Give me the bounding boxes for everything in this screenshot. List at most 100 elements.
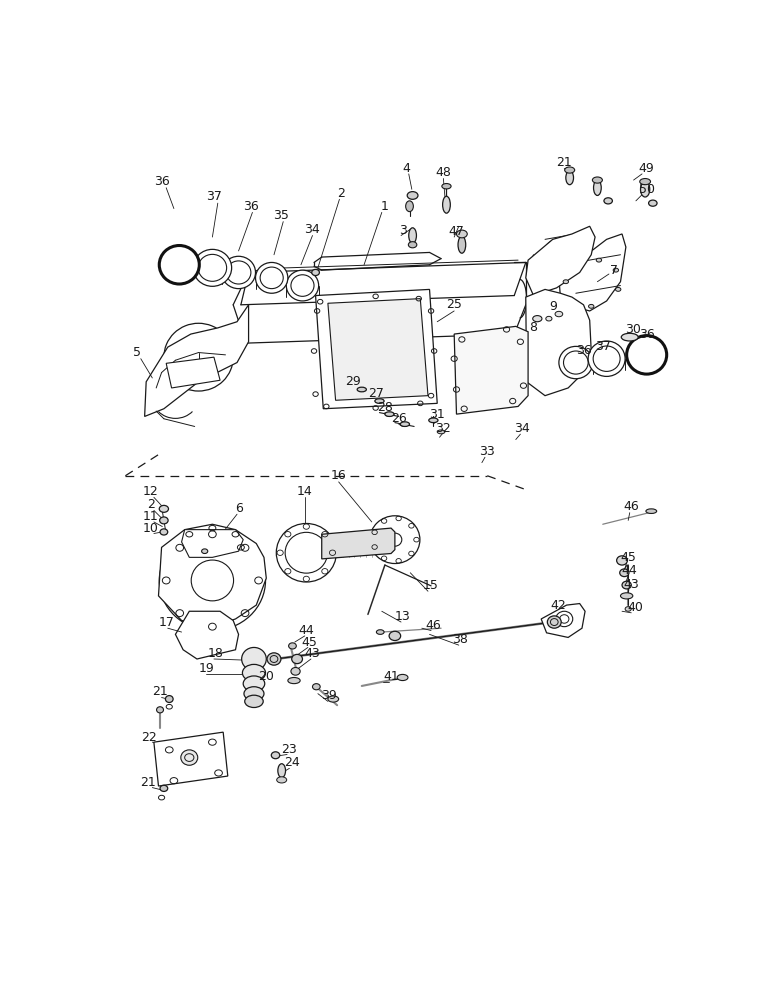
Text: 36: 36 [243,200,259,213]
Ellipse shape [566,171,574,185]
Text: 26: 26 [391,412,407,425]
Ellipse shape [276,523,337,582]
Polygon shape [175,611,239,659]
Text: 19: 19 [198,662,214,675]
Text: 49: 49 [638,162,655,175]
Ellipse shape [245,695,263,708]
Text: 36: 36 [576,344,591,358]
Polygon shape [322,528,395,559]
Text: 15: 15 [423,579,439,592]
Ellipse shape [276,777,286,783]
Ellipse shape [442,196,450,213]
Text: 13: 13 [394,610,411,623]
Ellipse shape [559,346,593,379]
Text: 9: 9 [549,300,557,313]
Ellipse shape [648,200,657,206]
Ellipse shape [292,654,303,664]
Text: 35: 35 [273,209,289,222]
Ellipse shape [289,643,296,649]
Text: 24: 24 [285,756,300,769]
Ellipse shape [288,677,300,684]
Ellipse shape [242,647,266,671]
Text: 27: 27 [367,387,384,400]
Ellipse shape [157,707,164,713]
Ellipse shape [357,387,367,392]
Ellipse shape [177,547,248,614]
Ellipse shape [397,674,408,681]
Text: 8: 8 [530,321,537,334]
Text: 42: 42 [550,599,566,612]
Ellipse shape [313,684,320,690]
Text: 50: 50 [638,183,655,196]
Text: 41: 41 [383,670,399,683]
Ellipse shape [408,228,416,243]
Text: 1: 1 [381,200,389,213]
Text: 29: 29 [344,375,361,388]
Ellipse shape [285,532,327,573]
Polygon shape [144,305,249,416]
Text: 16: 16 [330,469,347,482]
Text: 20: 20 [259,670,274,683]
Ellipse shape [267,653,281,665]
Ellipse shape [620,569,629,577]
Text: 25: 25 [446,298,462,311]
Text: 22: 22 [141,731,157,744]
Ellipse shape [375,399,384,403]
Ellipse shape [160,529,168,535]
Ellipse shape [617,556,628,565]
Ellipse shape [160,785,168,791]
Ellipse shape [593,346,620,371]
Ellipse shape [564,167,574,173]
Text: 3: 3 [398,224,407,237]
Ellipse shape [604,198,612,204]
Ellipse shape [389,631,401,641]
Ellipse shape [596,258,601,262]
Ellipse shape [615,287,621,291]
Ellipse shape [201,549,208,554]
Ellipse shape [159,530,266,631]
Text: 6: 6 [235,502,243,515]
Polygon shape [158,524,266,627]
Text: 33: 33 [479,445,495,458]
Ellipse shape [621,333,638,341]
Ellipse shape [291,667,300,675]
Ellipse shape [244,687,264,701]
Ellipse shape [564,351,588,374]
Ellipse shape [458,236,466,253]
Text: 2: 2 [337,187,345,200]
Ellipse shape [160,517,168,524]
Ellipse shape [547,616,561,628]
Text: 10: 10 [143,522,159,535]
Ellipse shape [370,516,420,564]
Text: 40: 40 [627,601,643,614]
Ellipse shape [428,418,438,423]
Text: 7: 7 [611,264,618,277]
Text: 5: 5 [133,346,141,359]
Polygon shape [328,299,428,400]
Text: 45: 45 [620,551,636,564]
Text: 45: 45 [302,636,317,649]
Text: 31: 31 [429,408,445,421]
Polygon shape [526,289,591,396]
Ellipse shape [385,412,394,416]
Ellipse shape [291,275,314,296]
Ellipse shape [546,316,552,321]
Ellipse shape [243,676,265,691]
Ellipse shape [405,201,413,212]
Ellipse shape [627,336,667,374]
Ellipse shape [271,752,279,759]
Text: 21: 21 [557,156,572,169]
Ellipse shape [646,509,657,513]
Ellipse shape [312,269,320,276]
Text: 36: 36 [154,175,169,188]
Text: 32: 32 [435,422,452,434]
Ellipse shape [256,262,288,293]
Ellipse shape [621,593,633,599]
Polygon shape [154,732,228,786]
Text: 37: 37 [595,340,611,353]
Text: 39: 39 [322,689,337,702]
Ellipse shape [456,230,467,238]
Ellipse shape [533,316,542,322]
Text: 23: 23 [282,743,297,756]
Ellipse shape [286,270,319,301]
